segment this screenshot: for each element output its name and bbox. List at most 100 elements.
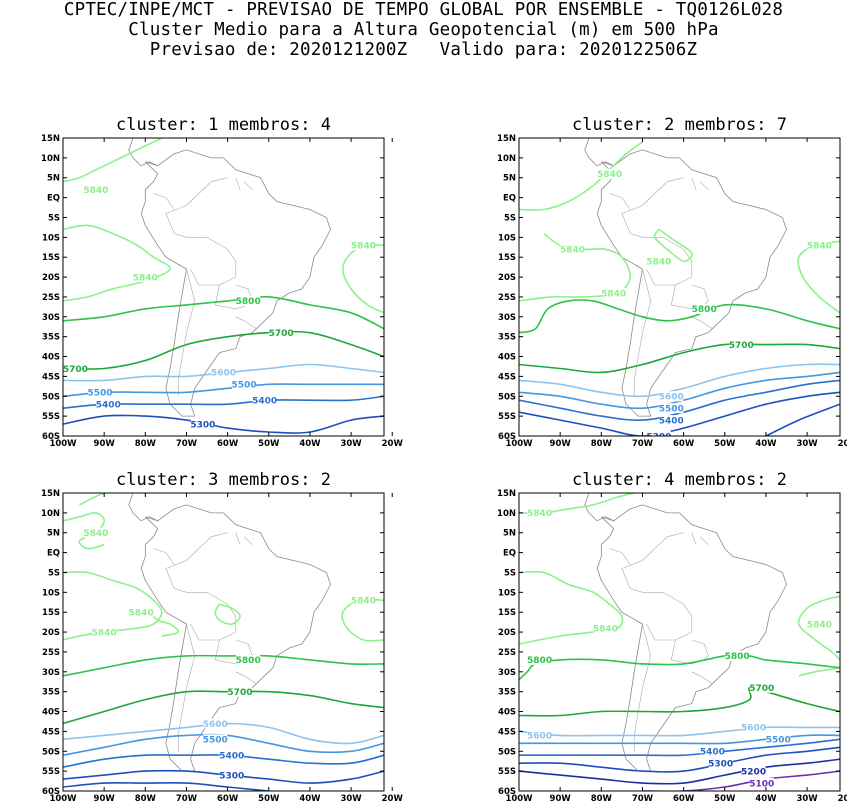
y-tick-label: 60S	[498, 432, 516, 442]
x-tick-label: 100W	[49, 794, 77, 803]
contour-label-bg	[63, 363, 88, 374]
y-tick-label: 5S	[504, 213, 516, 223]
contour-5600	[63, 722, 384, 745]
contour-label-bg	[692, 303, 717, 314]
country-border	[235, 316, 257, 329]
y-tick-label: 10S	[42, 588, 60, 598]
contour-5500	[519, 371, 840, 410]
x-tick-label: 40W	[299, 439, 321, 449]
x-tick-label: 60W	[217, 439, 239, 449]
contour-label: 5840	[601, 289, 626, 299]
x-tick-label: 90W	[94, 794, 116, 803]
y-tick-label: 20S	[498, 273, 516, 283]
y-tick-label: 55S	[42, 412, 60, 422]
contour-label-bg	[807, 240, 832, 251]
contour-label-bg	[219, 750, 244, 761]
x-tick-label: 80W	[591, 794, 613, 803]
y-tick-label: 25S	[42, 648, 60, 658]
contour-5400	[519, 738, 840, 757]
contour-5840	[63, 138, 163, 183]
y-tick-label: 10N	[41, 154, 60, 164]
coastline-central-america	[584, 138, 614, 167]
contour-5700	[519, 343, 840, 374]
contour-label-bg	[807, 619, 832, 630]
country-border	[165, 532, 237, 641]
contour-5700	[63, 690, 384, 725]
x-tick-label: 70W	[632, 794, 654, 803]
contour-5840	[797, 595, 840, 661]
country-border	[190, 268, 220, 286]
x-tick-label: 40W	[755, 439, 777, 449]
contour-5840	[519, 141, 643, 211]
contour-5840	[341, 243, 384, 314]
contour-5600	[519, 726, 840, 737]
y-tick-label: 55S	[498, 767, 516, 777]
contour-label-bg	[766, 734, 791, 745]
contour-label-bg	[601, 287, 626, 298]
contour-label: 5840	[527, 509, 552, 519]
y-tick-label: 10N	[497, 509, 516, 519]
contour-label: 5500	[766, 736, 791, 746]
contour-5300	[519, 391, 840, 436]
coastline	[140, 149, 331, 417]
country-border	[621, 177, 693, 286]
contour-label-bg	[729, 339, 754, 350]
y-tick-label: 55S	[498, 412, 516, 422]
y-tick-label: 5N	[47, 174, 60, 184]
header-line-1: CPTEC/INPE/MCT - PREVISAO DE TEMPO GLOBA…	[63, 0, 784, 20]
x-tick-label: 20W	[382, 794, 404, 803]
contour-5800	[519, 299, 840, 334]
y-tick-label: 10S	[498, 233, 516, 243]
contour-5300	[765, 403, 840, 436]
contour-label: 5840	[646, 257, 671, 267]
x-tick-label: 30W	[796, 794, 818, 803]
x-tick-label: 80W	[135, 794, 157, 803]
y-tick-label: 5S	[504, 568, 516, 578]
contour-label: 5200	[741, 767, 766, 777]
contour-label: 5840	[351, 597, 376, 607]
contour-label-bg	[725, 650, 750, 661]
y-tick-label: 20S	[498, 628, 516, 638]
y-tick-label: 15N	[41, 134, 60, 144]
y-tick-label: 10N	[41, 509, 60, 519]
contour-5840	[653, 228, 693, 263]
contour-label: 5300	[219, 771, 244, 781]
x-tick-label: 20W	[382, 439, 404, 449]
y-tick-label: 30S	[42, 313, 60, 323]
x-tick-label: 40W	[299, 794, 321, 803]
contour-5840	[79, 493, 108, 506]
country-border	[165, 177, 237, 286]
y-tick-label: 15N	[497, 489, 516, 499]
coastline	[596, 149, 787, 417]
plot-frame	[518, 137, 841, 437]
contour-5400	[519, 379, 840, 422]
panel-title: cluster: 1 membros: 4	[116, 115, 331, 135]
panel-1: cluster: 1 membros: 4 5840 5840 5840 5800 570…	[41, 115, 403, 449]
contour-label-bg	[92, 627, 117, 638]
country-border	[691, 177, 697, 190]
contour-label-bg	[227, 686, 252, 697]
x-tick-label: 100W	[505, 439, 533, 449]
y-tick-label: 5N	[47, 529, 60, 539]
panel-title: cluster: 3 membros: 2	[116, 470, 331, 490]
contour-label: 5500	[659, 404, 684, 414]
coastline-central-america	[128, 493, 158, 522]
contour-label-bg	[659, 403, 684, 414]
y-tick-label: 50S	[42, 392, 60, 402]
x-tick-label: 60W	[673, 794, 695, 803]
contour-label-bg	[659, 391, 684, 402]
contour-label-bg	[83, 184, 108, 195]
plot-frame	[62, 492, 385, 792]
y-tick-label: 55S	[42, 767, 60, 777]
x-tick-label: 30W	[796, 439, 818, 449]
country-border	[153, 193, 175, 210]
contour-label-bg	[593, 623, 618, 634]
contour-label: 5500	[88, 389, 113, 399]
country-border	[646, 268, 676, 286]
y-tick-label: 10N	[497, 154, 516, 164]
contour-label-bg	[646, 256, 671, 267]
panel-2: cluster: 2 membros: 7 5840 5840 5840 5840 584…	[497, 115, 847, 449]
y-tick-label: 15N	[41, 489, 60, 499]
contour-label: 5840	[83, 529, 108, 539]
